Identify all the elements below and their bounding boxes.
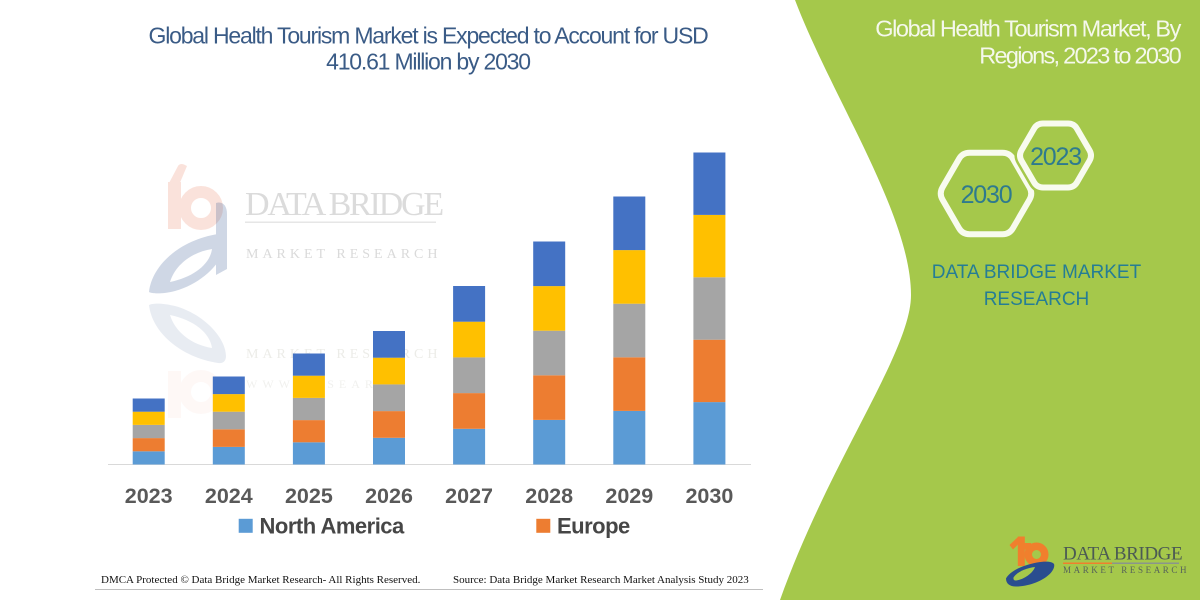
svg-text:2026: 2026 xyxy=(365,484,413,508)
svg-text:MARKET RESEARCH: MARKET RESEARCH xyxy=(246,247,441,262)
svg-text:2027: 2027 xyxy=(445,484,493,508)
svg-text:DATA BRIDGE: DATA BRIDGE xyxy=(245,186,443,223)
svg-text:410.61 Million by 2030: 410.61 Million by 2030 xyxy=(326,49,530,75)
svg-text:DATA BRIDGE MARKET: DATA BRIDGE MARKET xyxy=(932,262,1142,283)
svg-text:MARKET RESEARCH: MARKET RESEARCH xyxy=(246,347,441,362)
svg-text:DATA BRIDGE: DATA BRIDGE xyxy=(1063,544,1182,565)
svg-text:MARKET RESEARCH: MARKET RESEARCH xyxy=(1063,565,1189,575)
svg-text:2023: 2023 xyxy=(1030,143,1081,171)
svg-text:Europe: Europe xyxy=(557,514,630,539)
svg-text:2023: 2023 xyxy=(125,484,173,508)
svg-text:Source: Data Bridge Market Res: Source: Data Bridge Market Research Mark… xyxy=(453,574,749,586)
svg-text:Global Health Tourism Market,: Global Health Tourism Market, By xyxy=(875,16,1181,42)
svg-text:2030: 2030 xyxy=(961,181,1012,209)
svg-text:2025: 2025 xyxy=(285,484,333,508)
svg-text:2028: 2028 xyxy=(525,484,573,508)
svg-text:2030: 2030 xyxy=(685,484,733,508)
svg-text:RESEARCH: RESEARCH xyxy=(984,289,1090,310)
svg-text:2029: 2029 xyxy=(605,484,653,508)
svg-text:North America: North America xyxy=(260,514,406,539)
svg-text:2024: 2024 xyxy=(205,484,253,508)
svg-text:DMCA Protected © Data Bridge M: DMCA Protected © Data Bridge Market Rese… xyxy=(101,574,421,586)
svg-text:Global Health Tourism Market i: Global Health Tourism Market is Expected… xyxy=(149,23,709,49)
svg-text:Regions, 2023 to 2030: Regions, 2023 to 2030 xyxy=(979,43,1181,69)
